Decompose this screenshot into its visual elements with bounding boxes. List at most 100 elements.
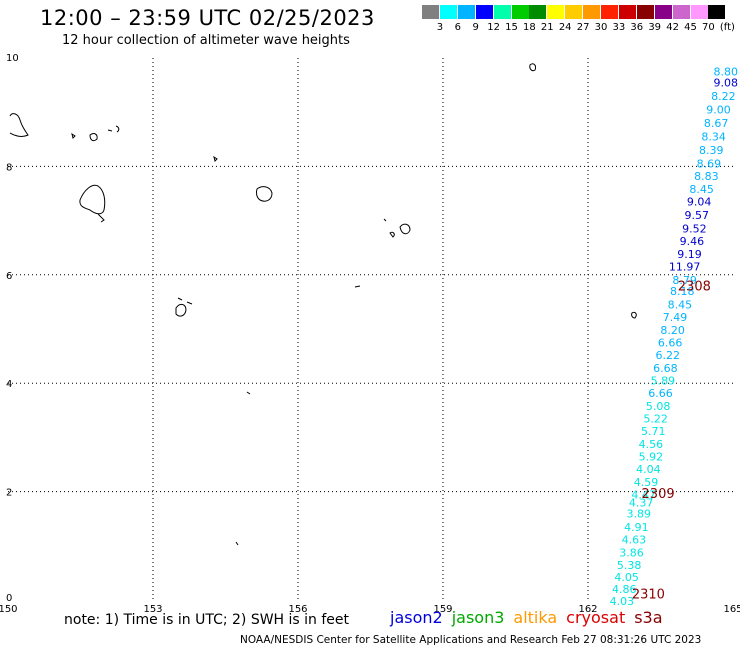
color-swatch bbox=[529, 5, 547, 19]
satellite-name: jason3 bbox=[451, 608, 505, 627]
wave-height-value: 8.34 bbox=[701, 131, 726, 144]
footer-note: note: 1) Time is in UTC; 2) SWH is in fe… bbox=[64, 612, 350, 628]
lat-tick-label: 10 bbox=[6, 53, 19, 64]
lon-tick-label: 159 bbox=[433, 604, 452, 615]
wave-height-value: 9.00 bbox=[706, 103, 731, 116]
wave-height-value: 4.91 bbox=[624, 521, 649, 534]
color-swatch bbox=[511, 5, 529, 19]
wave-height-value: 7.49 bbox=[663, 311, 688, 324]
satellite-name: s3a bbox=[634, 608, 663, 627]
wave-height-value: 9.46 bbox=[680, 235, 705, 248]
color-scale-label: 42 bbox=[666, 22, 679, 33]
island bbox=[354, 285, 361, 288]
wave-height-value: 8.39 bbox=[699, 144, 724, 157]
wave-height-value: 8.67 bbox=[704, 117, 729, 130]
wave-height-value: 3.86 bbox=[619, 546, 644, 559]
wave-height-value: 8.80 bbox=[714, 66, 739, 79]
wave-height-value: 5.08 bbox=[646, 400, 671, 413]
track-time-label: 2308 bbox=[678, 280, 711, 295]
wave-height-value: 4.37 bbox=[629, 496, 654, 509]
island bbox=[71, 132, 76, 139]
wave-height-value: 8.20 bbox=[660, 324, 685, 337]
lon-tick-label: 162 bbox=[578, 604, 597, 615]
island bbox=[175, 297, 193, 317]
color-swatch bbox=[422, 5, 439, 19]
wave-height-value: 5.22 bbox=[643, 412, 668, 425]
island-outlines bbox=[9, 63, 637, 546]
wave-height-value: 8.18 bbox=[670, 285, 695, 298]
color-swatch bbox=[690, 5, 708, 19]
wave-height-labels: 8.809.088.229.008.678.348.398.698.838.45… bbox=[610, 66, 738, 609]
color-scale-label: 15 bbox=[505, 22, 518, 33]
color-swatch bbox=[618, 5, 636, 19]
satellite-name: altika bbox=[513, 608, 558, 627]
color-scale-label: 21 bbox=[540, 22, 554, 33]
wave-height-value: 9.08 bbox=[714, 76, 739, 89]
wave-height-value: 4.86 bbox=[612, 583, 637, 596]
color-swatch bbox=[565, 5, 583, 19]
satellite-name: jason2 bbox=[390, 608, 443, 627]
wave-height-value: 5.89 bbox=[651, 374, 676, 387]
color-swatch bbox=[601, 5, 618, 19]
island bbox=[213, 155, 218, 162]
island bbox=[389, 231, 395, 238]
wave-height-value: 9.52 bbox=[682, 223, 707, 236]
wave-height-value: 6.22 bbox=[656, 349, 681, 362]
color-scale-unit: (ft) bbox=[719, 22, 735, 33]
wave-height-value: 6.66 bbox=[658, 337, 683, 350]
wave-height-value: 8.69 bbox=[697, 158, 722, 171]
lat-tick-label: 4 bbox=[6, 379, 12, 390]
wave-height-value: 8.45 bbox=[668, 299, 693, 312]
color-swatch bbox=[654, 5, 672, 19]
color-scale-label: 70 bbox=[702, 22, 715, 33]
lon-tick-label: 150 bbox=[0, 604, 18, 615]
wave-height-value: 9.19 bbox=[677, 248, 702, 261]
color-swatch bbox=[708, 5, 726, 19]
satellite-name: cryosat bbox=[566, 608, 626, 627]
credit-line: NOAA/NESDIS Center for Satellite Applica… bbox=[240, 634, 702, 646]
wave-height-value: 4.56 bbox=[639, 438, 664, 451]
color-swatch bbox=[439, 5, 457, 19]
color-swatch bbox=[672, 5, 690, 19]
wave-height-value: 9.57 bbox=[685, 209, 710, 222]
lat-lon-grid: 150 153 156 159 162 165 10 8 6 4 2 0 bbox=[0, 53, 740, 615]
wave-height-value: 5.38 bbox=[617, 559, 642, 572]
track-time-labels: 2308 2309 2310 bbox=[632, 280, 711, 603]
lon-tick-label: 153 bbox=[143, 604, 162, 615]
map-subtitle: 12 hour collection of altimeter wave hei… bbox=[62, 33, 350, 48]
wave-height-value: 4.63 bbox=[622, 533, 647, 546]
lat-tick-label: 6 bbox=[6, 271, 12, 282]
wave-height-value: 4.05 bbox=[614, 571, 639, 584]
island bbox=[89, 133, 98, 142]
color-scale-label: 18 bbox=[523, 22, 536, 33]
color-scale-label: 27 bbox=[576, 22, 590, 33]
wave-height-value: 8.79 bbox=[672, 274, 697, 287]
color-scale-label: 12 bbox=[487, 22, 500, 33]
wave-height-value: 3.89 bbox=[627, 507, 652, 520]
island bbox=[9, 113, 29, 137]
color-scale-label: 33 bbox=[612, 22, 626, 33]
wave-height-value: 4.04 bbox=[636, 463, 661, 476]
color-swatch bbox=[583, 5, 601, 19]
island bbox=[383, 218, 387, 222]
wave-height-value: 4.03 bbox=[610, 595, 635, 608]
color-scale-label: 30 bbox=[594, 22, 608, 33]
color-swatch bbox=[475, 5, 493, 19]
island bbox=[631, 311, 637, 319]
color-swatch bbox=[457, 5, 475, 19]
lon-tick-label: 165 bbox=[723, 604, 740, 615]
lat-tick-label: 8 bbox=[6, 162, 12, 173]
color-scale-label: 39 bbox=[648, 22, 662, 33]
island bbox=[529, 63, 536, 72]
wave-height-value: 11.97 bbox=[669, 261, 701, 274]
island bbox=[107, 125, 120, 133]
color-swatch bbox=[636, 5, 654, 19]
track-time-label: 2310 bbox=[632, 587, 665, 602]
lat-tick-label: 2 bbox=[6, 488, 12, 499]
wave-height-value: 8.45 bbox=[689, 183, 714, 196]
island bbox=[246, 391, 251, 395]
wave-height-value: 8.83 bbox=[694, 170, 719, 183]
map-title: 12:00 – 23:59 UTC 02/25/2023 bbox=[40, 6, 375, 30]
lat-tick-label: 0 bbox=[6, 593, 12, 604]
lon-tick-label: 156 bbox=[288, 604, 307, 615]
